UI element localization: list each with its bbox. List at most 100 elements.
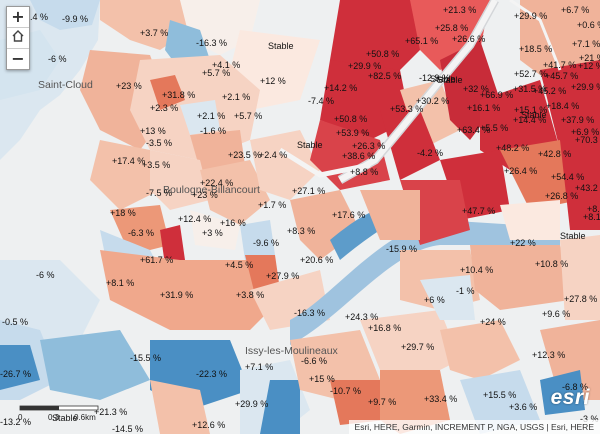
region [0, 345, 40, 390]
attribution[interactable]: Esri, HERE, Garmin, INCREMENT P, NGA, US… [348, 420, 600, 434]
zoom-in-button[interactable]: + [7, 7, 29, 28]
value-label: -16.3 % [196, 38, 227, 48]
value-label: +2.1 % [197, 111, 225, 121]
value-label: +12 % [578, 61, 600, 71]
value-label: +50.8 % [366, 49, 399, 59]
value-label: +27.1 % [292, 186, 325, 196]
value-label: +17.6 % [332, 210, 365, 220]
region [190, 130, 245, 170]
value-label: -6.3 % [128, 228, 154, 238]
region [560, 140, 600, 230]
region [420, 275, 475, 320]
value-label: +7.1 % [572, 39, 600, 49]
region [500, 140, 580, 210]
value-label: +6.9 % [571, 127, 599, 137]
value-label: +23 % [116, 81, 142, 91]
region [540, 370, 585, 415]
value-label: +18.4 % [546, 101, 579, 111]
value-label: +41.7 % [543, 60, 576, 70]
value-label: +31.5 % [513, 84, 546, 94]
value-label: +12.6 % [192, 420, 225, 430]
place-label: Saint-Cloud [38, 79, 93, 91]
region [560, 235, 600, 320]
value-label: -0.5 % [2, 317, 28, 327]
value-label: -3.5 % [146, 138, 172, 148]
value-label: -12.9 % [419, 73, 450, 83]
value-label: +4.1 % [212, 60, 240, 70]
zoom-out-button[interactable]: − [11, 49, 25, 68]
value-label: -1 % [456, 286, 475, 296]
value-label: +50.8 % [334, 114, 367, 124]
value-label: +13 % [140, 126, 166, 136]
value-label: +3.5 % [142, 160, 170, 170]
value-label: +65.1 % [405, 36, 438, 46]
region [160, 225, 185, 265]
value-label: -9.6 % [253, 238, 279, 248]
value-label: +8.1 % [583, 212, 600, 222]
value-label: -14.5 % [112, 424, 143, 434]
value-label: +4.5 % [225, 260, 253, 270]
value-label: +27.9 % [266, 271, 299, 281]
value-label: -7.4 % [308, 96, 334, 106]
scale-tick: 0 [18, 413, 23, 422]
value-label: +1.7 % [258, 200, 286, 210]
value-label: +23.5 % [228, 150, 261, 160]
value-label: +23 % [192, 190, 218, 200]
value-label: +12.4 % [178, 214, 211, 224]
region [200, 160, 270, 225]
value-label: +18 % [110, 208, 136, 218]
value-label: +3.6 % [509, 402, 537, 412]
value-label: +15 % [309, 374, 335, 384]
region [380, 370, 450, 434]
value-label: -9.9 % [62, 14, 88, 24]
value-label: -26.7 % [0, 369, 31, 379]
value-label: +48.2 % [496, 143, 529, 153]
stable-label: Stable [560, 231, 586, 241]
value-label: +26.6 % [452, 34, 485, 44]
value-label: +5.5 % [480, 123, 508, 133]
value-label: +21.3 % [94, 407, 127, 417]
value-label: +61.7 % [140, 255, 173, 265]
value-label: -16.3 % [294, 308, 325, 318]
value-label: -13.2 % [0, 417, 31, 427]
value-label: +9.7 % [368, 397, 396, 407]
value-label: +5.7 % [234, 111, 262, 121]
value-label: +38.6 % [342, 151, 375, 161]
region [540, 60, 600, 150]
value-label: +53.3 % [390, 104, 423, 114]
region [500, 200, 560, 240]
value-label: +43.2 % [575, 183, 600, 193]
value-label: +82.5 % [368, 71, 401, 81]
value-label: +15.1 % [514, 105, 547, 115]
place-label: Boulogne-Billancourt [163, 184, 260, 196]
value-label: +30.2 % [416, 96, 449, 106]
value-label: +26.8 % [545, 191, 578, 201]
place-label: Issy-les-Moulineaux [245, 345, 339, 357]
stable-label: Stable [521, 110, 547, 120]
value-label: +14.2 % [324, 83, 357, 93]
region [360, 310, 460, 380]
home-button[interactable] [7, 28, 29, 49]
region [30, 0, 100, 30]
region [380, 110, 440, 180]
value-label: +22 % [510, 238, 536, 248]
region [250, 130, 320, 200]
value-label: +63.4 % [457, 125, 490, 135]
value-label: +8.3 % [287, 226, 315, 236]
value-label: -22.3 % [196, 369, 227, 379]
value-label: +52.7 % [514, 69, 547, 79]
value-label: -6 % [36, 270, 55, 280]
value-label: +2.3 % [150, 103, 178, 113]
value-label: +31.9 % [160, 290, 193, 300]
value-label: +18.5 % [519, 44, 552, 54]
value-label: +10.8 % [535, 259, 568, 269]
value-label: -6 % [48, 54, 67, 64]
value-label: +0.6 % [577, 20, 600, 30]
value-label: +21.3 % [443, 5, 476, 15]
stable-label: Stable [268, 41, 294, 51]
value-label: +29.9 % [571, 82, 600, 92]
value-label: +7.1 % [245, 362, 273, 372]
value-label: +22.4 % [200, 178, 233, 188]
value-label: +47.7 % [462, 206, 495, 216]
